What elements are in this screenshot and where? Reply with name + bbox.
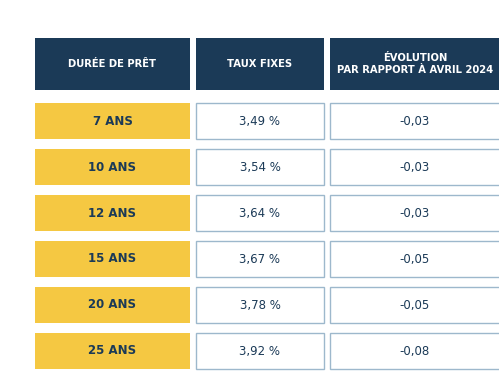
FancyBboxPatch shape [196,38,324,90]
FancyBboxPatch shape [196,241,324,277]
FancyBboxPatch shape [35,38,190,90]
Text: 3,67 %: 3,67 % [240,252,280,266]
Text: 15 ANS: 15 ANS [88,252,137,266]
FancyBboxPatch shape [330,195,499,231]
Text: -0,05: -0,05 [400,252,430,266]
FancyBboxPatch shape [35,287,190,323]
Text: 7 ANS: 7 ANS [92,114,132,128]
FancyBboxPatch shape [196,287,324,323]
Text: 3,64 %: 3,64 % [240,206,280,220]
Text: 25 ANS: 25 ANS [88,344,137,358]
FancyBboxPatch shape [35,149,190,185]
FancyBboxPatch shape [196,149,324,185]
Text: -0,03: -0,03 [400,160,430,174]
Text: 3,92 %: 3,92 % [240,344,280,358]
Text: 3,54 %: 3,54 % [240,160,280,174]
Text: -0,08: -0,08 [400,344,430,358]
FancyBboxPatch shape [196,195,324,231]
FancyBboxPatch shape [196,103,324,139]
Text: 3,49 %: 3,49 % [240,114,280,128]
FancyBboxPatch shape [35,241,190,277]
Text: TAUX FIXES: TAUX FIXES [228,59,292,69]
Text: 12 ANS: 12 ANS [88,206,137,220]
Text: -0,05: -0,05 [400,298,430,312]
FancyBboxPatch shape [330,333,499,369]
FancyBboxPatch shape [330,287,499,323]
Text: -0,03: -0,03 [400,114,430,128]
Text: 3,78 %: 3,78 % [240,298,280,312]
Text: 20 ANS: 20 ANS [88,298,137,312]
FancyBboxPatch shape [35,195,190,231]
Text: 10 ANS: 10 ANS [88,160,137,174]
FancyBboxPatch shape [330,149,499,185]
Text: ÉVOLUTION
PAR RAPPORT À AVRIL 2024: ÉVOLUTION PAR RAPPORT À AVRIL 2024 [337,53,493,76]
FancyBboxPatch shape [196,333,324,369]
FancyBboxPatch shape [330,241,499,277]
FancyBboxPatch shape [330,103,499,139]
FancyBboxPatch shape [35,103,190,139]
Text: -0,03: -0,03 [400,206,430,220]
FancyBboxPatch shape [330,38,499,90]
FancyBboxPatch shape [35,333,190,369]
Text: DURÉE DE PRÊT: DURÉE DE PRÊT [68,59,157,69]
